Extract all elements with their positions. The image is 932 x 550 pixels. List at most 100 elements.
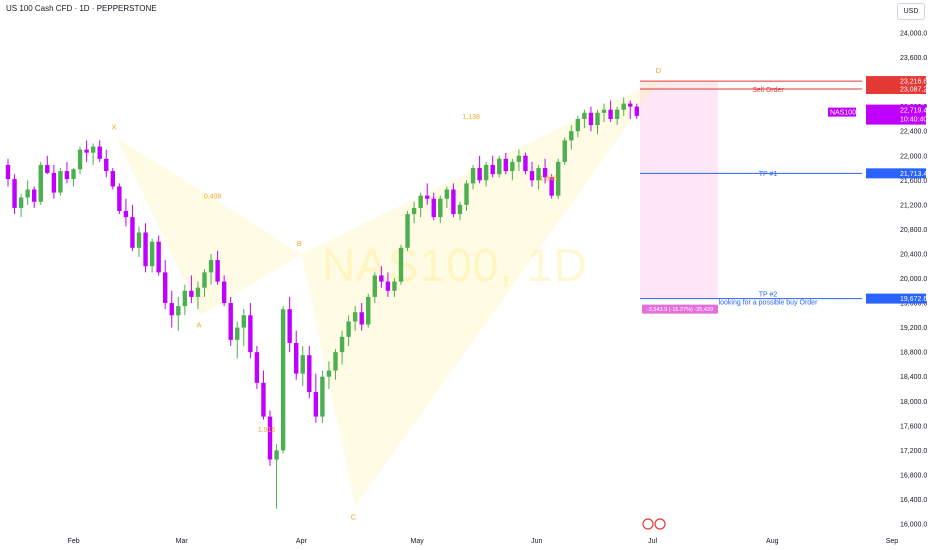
candle-body bbox=[569, 131, 574, 141]
candle-body bbox=[497, 158, 502, 175]
candle-body bbox=[516, 155, 522, 162]
candle-body bbox=[523, 155, 528, 172]
short-position-zone bbox=[640, 89, 718, 299]
candle bbox=[208, 253, 214, 285]
candle bbox=[110, 168, 115, 190]
candle bbox=[313, 373, 319, 423]
candle-body bbox=[536, 168, 541, 181]
y-tick-label: 18,400.0 bbox=[900, 374, 927, 381]
price-label-bg bbox=[866, 293, 926, 304]
candle-body bbox=[18, 197, 24, 208]
candle bbox=[536, 164, 541, 190]
candle-body bbox=[149, 241, 155, 267]
candle bbox=[516, 149, 522, 172]
buy-note-label: looking for a possible buy Order bbox=[719, 300, 818, 307]
y-tick-label: 16,800.0 bbox=[900, 472, 927, 479]
candle bbox=[588, 106, 594, 132]
candle-body bbox=[287, 309, 292, 343]
candle-body bbox=[392, 281, 397, 291]
candle-body bbox=[483, 164, 489, 181]
zone-stats-bg bbox=[642, 304, 718, 314]
candle bbox=[490, 155, 495, 178]
price-label-d: 23,216.6 bbox=[866, 76, 927, 87]
candle bbox=[176, 296, 181, 331]
candle-body bbox=[64, 171, 70, 180]
candle-body bbox=[621, 103, 626, 110]
y-tick-label: 20,400.0 bbox=[900, 251, 927, 258]
pattern-point-d: D bbox=[656, 66, 662, 75]
candle bbox=[307, 346, 312, 399]
candle bbox=[156, 235, 161, 276]
candle-body bbox=[84, 149, 89, 153]
candle bbox=[621, 97, 626, 116]
candle-body bbox=[110, 171, 115, 187]
candle bbox=[562, 137, 567, 165]
candle bbox=[542, 158, 548, 184]
candle-body bbox=[104, 158, 109, 172]
candle bbox=[169, 290, 174, 328]
candle bbox=[97, 140, 102, 162]
candle-body bbox=[267, 416, 273, 460]
symbol-label-bg bbox=[828, 107, 856, 117]
candle-body bbox=[117, 186, 122, 211]
candle-body bbox=[38, 164, 43, 202]
price-label-bg bbox=[866, 84, 926, 95]
candle bbox=[267, 410, 273, 466]
candle-body bbox=[195, 287, 201, 297]
candle bbox=[195, 281, 201, 310]
candle bbox=[451, 183, 456, 218]
candle-body bbox=[228, 303, 233, 340]
candle bbox=[104, 149, 109, 178]
candle-body bbox=[366, 296, 371, 325]
candle-body bbox=[274, 450, 279, 460]
candle bbox=[405, 210, 410, 251]
candle-body bbox=[379, 275, 384, 282]
stop-zone bbox=[640, 81, 718, 90]
candle-body bbox=[438, 198, 443, 218]
candle-body bbox=[628, 103, 633, 107]
x-tick-label: Mar bbox=[176, 538, 189, 545]
candle-body bbox=[457, 204, 463, 215]
price-label-text: 23,216.6 bbox=[900, 79, 927, 86]
candle-body bbox=[601, 109, 607, 113]
candle bbox=[582, 109, 587, 129]
candle bbox=[470, 164, 476, 190]
current-price-bg bbox=[866, 104, 926, 125]
candle bbox=[189, 275, 194, 304]
candle-body bbox=[71, 169, 76, 180]
candle-body bbox=[372, 275, 377, 297]
candle bbox=[444, 186, 450, 208]
candle bbox=[411, 201, 417, 224]
candle-body bbox=[385, 281, 391, 291]
price-label-text: 21,713.4 bbox=[900, 171, 927, 178]
candle bbox=[477, 155, 482, 184]
price-label-bg bbox=[866, 168, 926, 179]
y-tick-label: 17,200.0 bbox=[900, 448, 927, 455]
candle-body bbox=[45, 164, 50, 173]
candle bbox=[64, 161, 70, 184]
candle-body bbox=[97, 146, 102, 159]
xab-triangle bbox=[116, 137, 302, 316]
candle-body bbox=[300, 355, 305, 374]
current-price-countdown: 10:40:40 bbox=[900, 117, 927, 124]
candle-body bbox=[529, 171, 535, 181]
price-label-text: 23,087.2 bbox=[900, 87, 927, 94]
bcd-triangle bbox=[301, 79, 661, 506]
candle-body bbox=[215, 260, 220, 282]
candle-body bbox=[51, 172, 57, 193]
candle-body bbox=[241, 315, 246, 328]
sell-order-label: Sell Order bbox=[752, 87, 784, 94]
currency-selector[interactable]: USD bbox=[897, 3, 925, 20]
candle-body bbox=[503, 158, 508, 172]
candle bbox=[608, 100, 613, 122]
candle bbox=[84, 140, 89, 162]
candle-body bbox=[398, 247, 404, 282]
candle bbox=[136, 226, 142, 258]
candle-body bbox=[5, 164, 11, 180]
candle bbox=[235, 321, 240, 359]
candle bbox=[117, 183, 122, 215]
candle-body bbox=[595, 112, 600, 126]
y-tick-label: 22,000.0 bbox=[900, 153, 927, 160]
economic-events-icon bbox=[642, 518, 666, 530]
